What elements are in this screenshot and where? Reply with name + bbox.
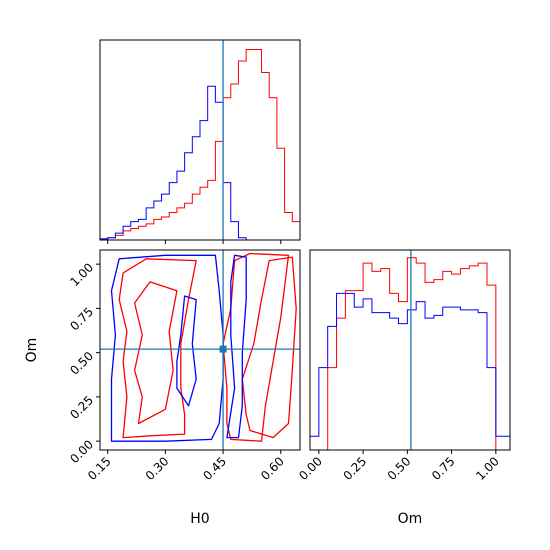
om-xtick-label: 0.50	[385, 454, 414, 483]
joint-contours	[110, 252, 297, 442]
contour-red	[118, 258, 197, 439]
h0-xtick-label: 0.30	[143, 454, 172, 483]
h0-xtick-label: 0.45	[200, 454, 229, 483]
joint-frame	[99, 249, 301, 451]
contour-blue	[110, 254, 224, 442]
contour-blue	[176, 295, 197, 407]
om-ytick-label: 0.25	[67, 393, 96, 422]
om-ytick-label: 0.00	[67, 437, 96, 466]
h0-histogram-series	[100, 49, 300, 240]
om-xtick-label: 0.75	[429, 454, 458, 483]
om-histogram-series	[310, 257, 510, 450]
om-xtick-label: 1.00	[473, 454, 502, 483]
h0-xtick-label: 0.60	[258, 454, 287, 483]
om-ytick-label: 0.50	[67, 349, 96, 378]
contour-red	[222, 252, 290, 442]
om-xaxis-title: Om	[398, 511, 423, 527]
om-xtick-label: 0.25	[340, 454, 369, 483]
h0-xaxis-title: H0	[190, 511, 209, 527]
contour-red	[133, 281, 178, 425]
om-xtick-label: 0.00	[296, 454, 325, 483]
h0-histogram-frame	[99, 39, 301, 241]
h0-hist-red-series	[100, 49, 300, 240]
om-ytick-label: 1.00	[67, 260, 96, 289]
om-yaxis-title: Om	[24, 338, 40, 363]
om-hist-red-series	[310, 257, 510, 450]
om-ytick-label: 0.75	[67, 305, 96, 334]
om-histogram-frame	[309, 249, 511, 451]
h0-hist-blue-series	[100, 85, 300, 240]
contour-blue	[226, 254, 247, 439]
truth-marker	[219, 345, 227, 353]
contour-red	[241, 256, 297, 439]
om-hist-blue-series	[310, 292, 510, 450]
h0-xtick-label: 0.15	[85, 454, 114, 483]
